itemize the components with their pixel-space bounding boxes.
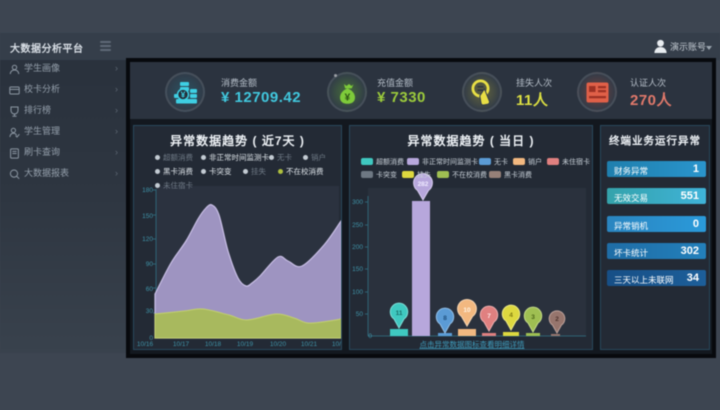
svg-text:¥: ¥ [181,90,186,100]
svg-text:200: 200 [352,244,363,251]
svg-text:10: 10 [463,307,471,314]
svg-text:点击异常数据图标查看明细详情: 点击异常数据图标查看明细详情 [420,339,525,349]
svg-text:10/17: 10/17 [173,341,190,348]
svg-text:100: 100 [352,289,363,296]
svg-text:60: 60 [146,286,154,293]
svg-text:10/21: 10/21 [301,341,318,348]
svg-text:3: 3 [531,314,535,321]
svg-text:7: 7 [487,313,491,320]
svg-text:90: 90 [146,261,154,268]
svg-text:250: 250 [352,222,363,229]
svg-text:0: 0 [149,335,153,342]
svg-text:180: 180 [142,187,153,194]
svg-text:120: 120 [142,236,153,243]
svg-text:150: 150 [352,266,363,273]
svg-text:¥: ¥ [345,93,351,104]
svg-text:10/16: 10/16 [137,341,154,348]
svg-text:50: 50 [356,311,364,318]
svg-text:30: 30 [146,308,154,315]
svg-text:10/20: 10/20 [270,341,287,348]
svg-text:4: 4 [509,312,513,319]
svg-text:10/18: 10/18 [205,341,222,348]
svg-text:300: 300 [352,199,363,206]
svg-text:0: 0 [368,333,372,340]
svg-text:8: 8 [443,315,447,322]
svg-text:150: 150 [142,213,153,220]
svg-text:2: 2 [555,316,559,323]
svg-text:11: 11 [396,310,403,317]
svg-text:282: 282 [418,181,429,188]
svg-text:10/22: 10/22 [332,341,341,348]
svg-text:10/19: 10/19 [237,341,254,348]
